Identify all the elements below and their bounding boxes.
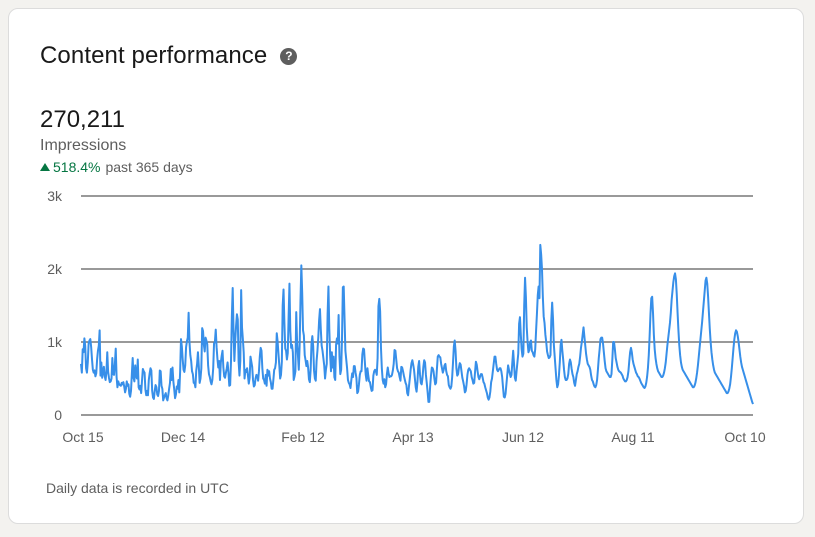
impressions-series-line[interactable]: [80, 243, 754, 405]
trend-up-icon: [40, 163, 50, 171]
y-tick-label: 0: [54, 407, 62, 423]
x-tick-label: Aug 11: [611, 429, 655, 445]
x-tick-label: Feb 12: [281, 429, 325, 445]
content-performance-card: Content performance ? 270,211 Impression…: [8, 8, 804, 524]
x-tick-label: Jun 12: [502, 429, 544, 445]
x-tick-label: Apr 13: [392, 429, 433, 445]
utc-footnote: Daily data is recorded in UTC: [46, 480, 229, 496]
y-tick-label: 3k: [47, 188, 63, 204]
x-tick-label: Oct 15: [62, 429, 103, 445]
change-period: past 365 days: [105, 159, 193, 175]
impressions-total: 270,211: [40, 106, 125, 133]
change-percent: 518.4%: [53, 159, 101, 175]
x-tick-label: Oct 10: [724, 429, 765, 445]
title-row: Content performance ?: [40, 42, 298, 70]
y-tick-label: 2k: [47, 261, 63, 277]
help-icon[interactable]: ?: [280, 47, 298, 65]
x-tick-label: Dec 14: [161, 429, 206, 445]
impressions-label: Impressions: [40, 137, 127, 154]
impressions-change: 518.4% past 365 days: [40, 159, 193, 175]
card-title: Content performance: [40, 42, 268, 69]
impressions-line-chart: 0 1k 2k 3k Oct 15 Dec 14 Feb 12 Apr 13 Jun 12 Aug…: [47, 188, 766, 445]
y-tick-label: 1k: [47, 334, 63, 350]
